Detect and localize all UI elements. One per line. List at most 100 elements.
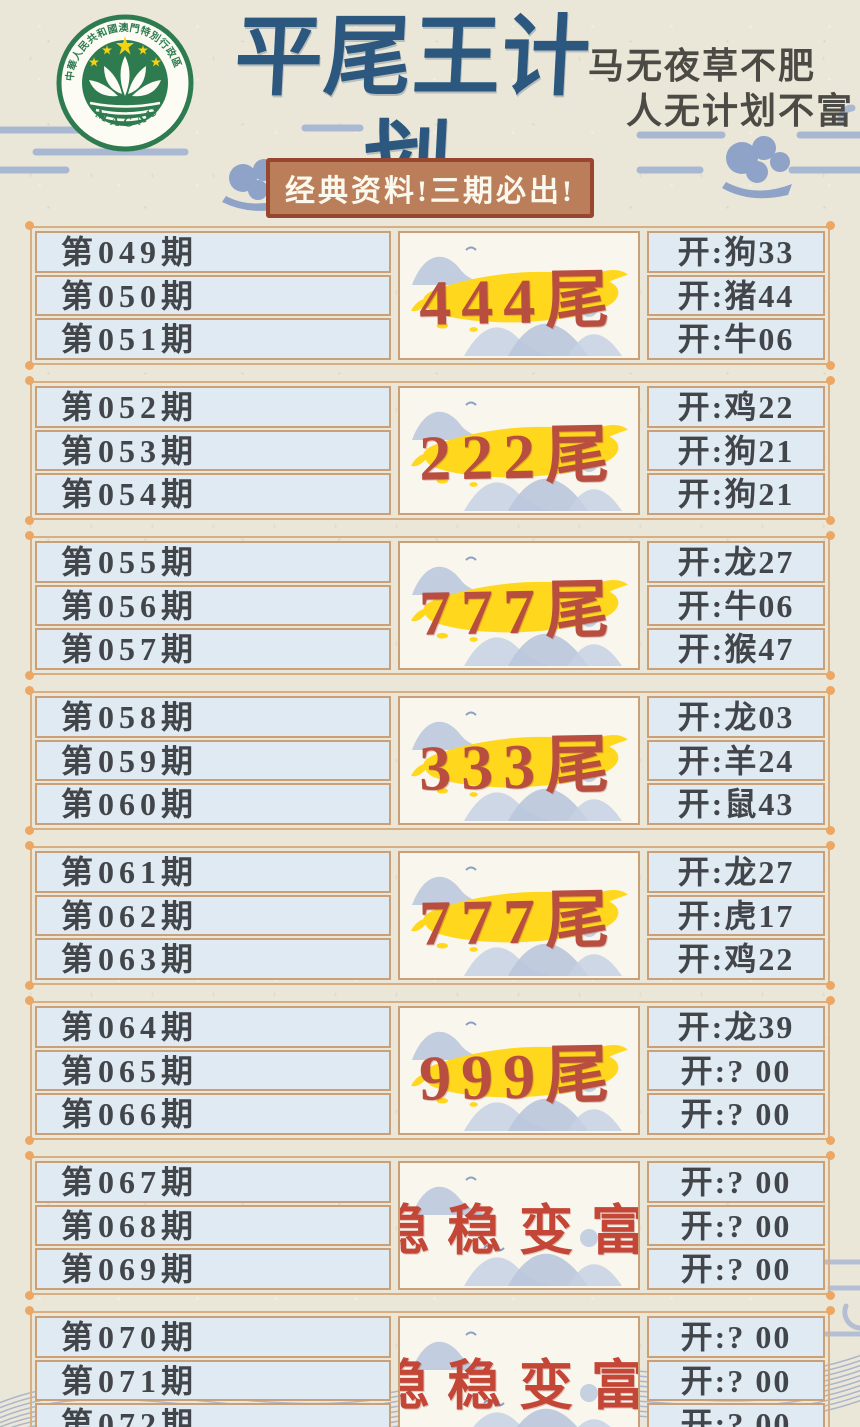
- corner-dot: [25, 671, 34, 680]
- result-cell: 开:羊24: [647, 739, 825, 782]
- result-column: 开:? 00 开:? 00 开:? 00: [647, 1316, 825, 1427]
- hill-decoration: [412, 711, 490, 750]
- result-cell: 开:? 00: [647, 1093, 825, 1136]
- tip-text: 稳稳变富: [400, 1201, 638, 1261]
- period-cell: 第060期: [35, 783, 391, 826]
- period-column: 第052期 第053期 第054期: [35, 386, 391, 516]
- header: 中華人民共和國澳門特別行政區: [0, 0, 860, 226]
- result-cell: 开:龙03: [647, 696, 825, 738]
- brush-stroke: [410, 734, 628, 797]
- result-cell: 开:? 00: [647, 1316, 825, 1358]
- hill-decoration: [412, 1331, 490, 1370]
- period-cell: 第052期: [35, 386, 391, 428]
- corner-dot: [826, 841, 835, 850]
- corner-dot: [826, 361, 835, 370]
- corner-dot: [25, 1291, 34, 1300]
- corner-dot: [826, 671, 835, 680]
- period-block: 第067期 第068期 第069期: [25, 1151, 835, 1300]
- result-column: 开:龙27 开:虎17 开:鸡22: [647, 851, 825, 981]
- corner-dot: [25, 531, 34, 540]
- brush-stroke: [410, 269, 628, 332]
- result-cell: 开:? 00: [647, 1359, 825, 1402]
- hill-decoration: [412, 1176, 490, 1215]
- corner-dot: [826, 686, 835, 695]
- period-column: 第067期 第068期 第069期: [35, 1161, 391, 1291]
- period-cell: 第065期: [35, 1049, 391, 1092]
- blocks-container: 第049期 第050期 第051期: [25, 221, 835, 1427]
- result-cell: 开:鸡22: [647, 938, 825, 981]
- period-block: 第052期 第053期 第054期: [25, 376, 835, 525]
- period-cell: 第072期: [35, 1403, 391, 1427]
- corner-dot: [826, 981, 835, 990]
- tip-panel: 稳稳变富: [398, 1161, 640, 1290]
- period-cell: 第049期: [35, 231, 391, 273]
- tip-text: 444尾: [418, 263, 620, 339]
- period-block: 第061期 第062期 第063期: [25, 841, 835, 990]
- result-cell: 开:龙27: [647, 851, 825, 893]
- period-cell: 第069期: [35, 1248, 391, 1291]
- corner-dot: [25, 516, 34, 525]
- period-cell: 第051期: [35, 318, 391, 361]
- result-cell: 开:鼠43: [647, 783, 825, 826]
- result-cell: 开:猪44: [647, 274, 825, 317]
- result-cell: 开:? 00: [647, 1248, 825, 1291]
- hill-decoration: [412, 246, 490, 285]
- result-cell: 开:狗21: [647, 473, 825, 516]
- corner-dot: [826, 516, 835, 525]
- result-cell: 开:猴47: [647, 628, 825, 671]
- mountain-decoration: [464, 1229, 622, 1286]
- period-block: 第055期 第056期 第057期: [25, 531, 835, 680]
- brush-stroke: [410, 889, 628, 952]
- slogan-line-1: 马无夜草不肥: [587, 46, 816, 86]
- result-cell: 开:鸡22: [647, 386, 825, 428]
- period-cell: 第068期: [35, 1204, 391, 1247]
- corner-dot: [826, 1306, 835, 1315]
- period-block: 第064期 第065期 第066期: [25, 996, 835, 1145]
- brush-stroke: [410, 424, 628, 487]
- result-cell: 开:狗21: [647, 429, 825, 472]
- corner-dot: [826, 531, 835, 540]
- period-cell: 第055期: [35, 541, 391, 583]
- result-cell: 开:牛06: [647, 318, 825, 361]
- corner-dot: [826, 1136, 835, 1145]
- tip-panel: 333尾: [398, 696, 640, 825]
- period-cell: 第066期: [35, 1093, 391, 1136]
- corner-dot: [25, 1151, 34, 1160]
- tip-panel: 222尾: [398, 386, 640, 515]
- mountain-decoration: [464, 764, 622, 821]
- tip-text: 333尾: [418, 728, 620, 804]
- result-cell: 开:? 00: [647, 1161, 825, 1203]
- result-column: 开:龙39 开:? 00 开:? 00: [647, 1006, 825, 1136]
- corner-dot: [25, 996, 34, 1005]
- hill-decoration: [412, 1021, 490, 1060]
- hill-decoration: [412, 401, 490, 440]
- result-column: 开:? 00 开:? 00 开:? 00: [647, 1161, 825, 1291]
- period-cell: 第057期: [35, 628, 391, 671]
- result-cell: 开:牛06: [647, 584, 825, 627]
- corner-dot: [25, 361, 34, 370]
- corner-dot: [25, 841, 34, 850]
- tip-panel: 777尾: [398, 541, 640, 670]
- tip-panel: 999尾: [398, 1006, 640, 1135]
- period-column: 第070期 第071期 第072期: [35, 1316, 391, 1427]
- corner-dot: [826, 221, 835, 230]
- period-block: 第070期 第071期 第072期: [25, 1306, 835, 1427]
- period-cell: 第064期: [35, 1006, 391, 1048]
- period-cell: 第071期: [35, 1359, 391, 1402]
- corner-dot: [826, 1151, 835, 1160]
- result-cell: 开:狗33: [647, 231, 825, 273]
- period-column: 第058期 第059期 第060期: [35, 696, 391, 826]
- mountain-decoration: [473, 1384, 611, 1427]
- corner-dot: [25, 981, 34, 990]
- period-column: 第055期 第056期 第057期: [35, 541, 391, 671]
- result-column: 开:龙27 开:牛06 开:猴47: [647, 541, 825, 671]
- tip-text: 222尾: [418, 418, 620, 494]
- hill-decoration: [412, 556, 490, 595]
- tip-panel: 444尾: [398, 231, 640, 360]
- period-block: 第058期 第059期 第060期: [25, 686, 835, 835]
- tip-text: 999尾: [418, 1038, 620, 1114]
- slogan: 马无夜草不肥 人无计划不富: [588, 44, 854, 134]
- macau-emblem-icon: 中華人民共和國澳門特別行政區: [56, 14, 194, 152]
- tip-panel: 777尾: [398, 851, 640, 980]
